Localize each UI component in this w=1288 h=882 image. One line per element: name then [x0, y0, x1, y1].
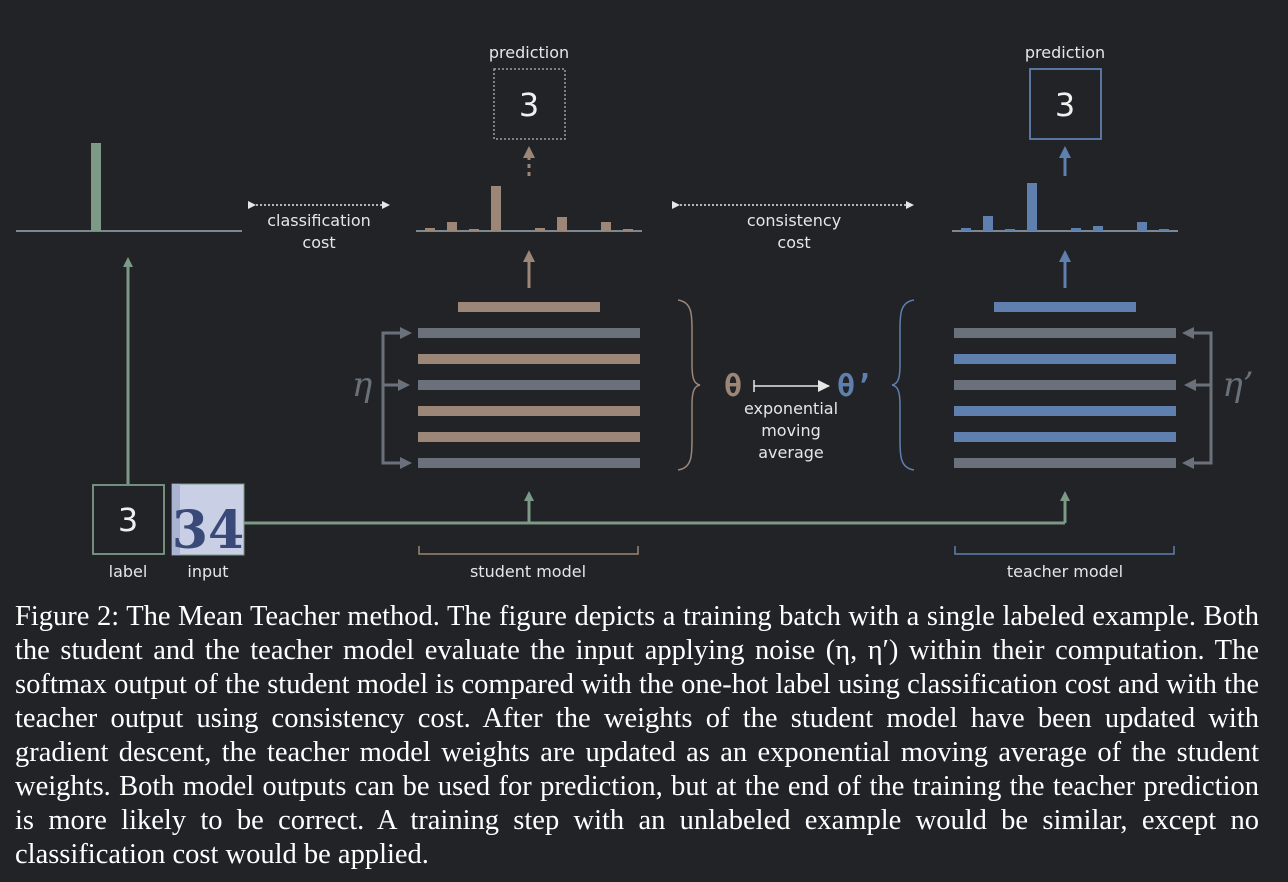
consistency-cost: consistency cost — [672, 201, 914, 252]
student-prediction-digit: 3 — [519, 86, 539, 124]
classification-cost-line1: classification — [267, 211, 371, 230]
theta-symbol: θ — [724, 369, 742, 404]
student-model-bracket: student model — [418, 546, 639, 581]
teacher-distribution — [952, 183, 1178, 232]
house-number-image-icon: 34 — [172, 500, 244, 561]
ema-line3: average — [758, 443, 824, 462]
figure-caption: Figure 2: The Mean Teacher method. The f… — [15, 600, 1259, 872]
student-brace — [677, 299, 701, 471]
label-digit: 3 — [118, 501, 138, 539]
student-noise-bracket: η — [352, 327, 412, 469]
one-hot-bar — [91, 143, 101, 231]
student-distribution — [416, 186, 642, 232]
teacher-model-caption: teacher model — [1007, 562, 1123, 581]
input-caption: input — [187, 562, 228, 581]
consistency-cost-line1: consistency — [747, 211, 841, 230]
label-distribution — [16, 143, 242, 232]
teacher-prediction-digit: 3 — [1055, 86, 1075, 124]
ema-block: θ θ’ exponential moving average — [724, 369, 873, 462]
theta-prime-symbol: θ’ — [837, 369, 873, 404]
classification-cost: classification cost — [248, 201, 390, 252]
classification-cost-line2: cost — [302, 233, 335, 252]
label-caption: label — [109, 562, 148, 581]
figure-label: Figure 2: — [15, 601, 120, 632]
teacher-prediction-title: prediction — [1025, 43, 1105, 62]
mean-teacher-diagram: classification cost prediction 3 — [16, 43, 1254, 581]
input-image: 34 input — [171, 483, 245, 581]
student-noise-symbol: η — [352, 365, 373, 405]
ema-line1: exponential — [744, 399, 838, 418]
label-box: 3 label — [92, 484, 165, 581]
teacher-model-layers — [954, 302, 1176, 468]
input-wiring — [244, 491, 1070, 525]
consistency-cost-line2: cost — [777, 233, 810, 252]
student-prediction-title: prediction — [489, 43, 569, 62]
student-model-layers — [418, 302, 640, 468]
teacher-noise-symbol: η’ — [1222, 365, 1253, 405]
teacher-brace — [891, 299, 915, 471]
teacher-prediction: prediction 3 — [1025, 43, 1105, 176]
student-prediction: prediction 3 — [489, 43, 569, 176]
teacher-noise-bracket: η’ — [1182, 327, 1254, 469]
student-model-caption: student model — [470, 562, 586, 581]
figure-caption-text: The Mean Teacher method. The figure depi… — [15, 601, 1259, 870]
ema-line2: moving — [761, 421, 821, 440]
teacher-model-bracket: teacher model — [954, 546, 1175, 581]
